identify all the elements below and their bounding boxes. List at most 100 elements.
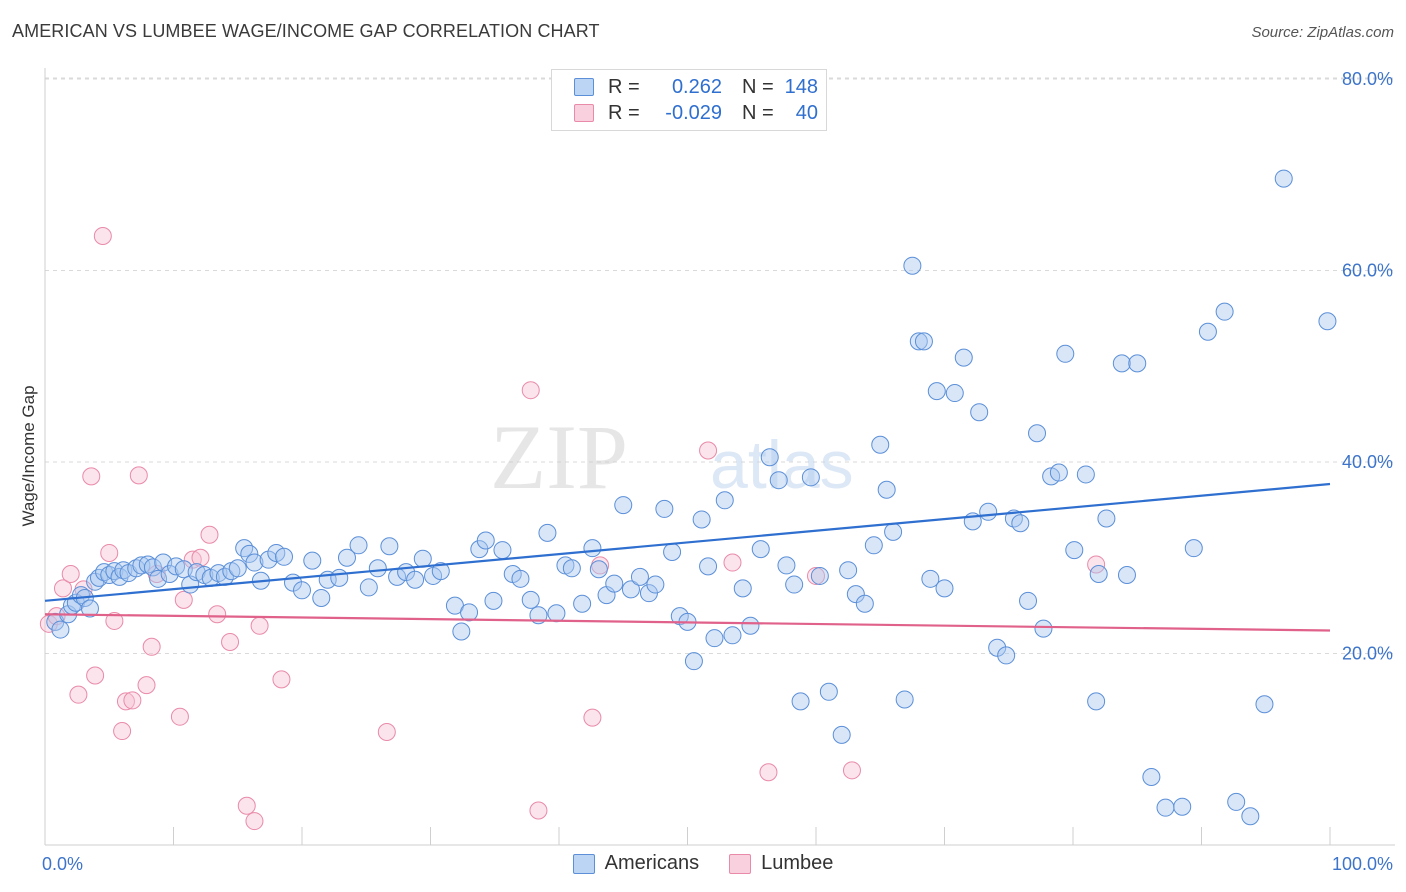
y-tick-label: 80.0% (1342, 69, 1393, 89)
american-point (1173, 797, 1192, 816)
american-point (368, 559, 387, 578)
american-point (605, 574, 624, 593)
lumbee-point (529, 801, 548, 820)
lumbee-point (53, 579, 72, 598)
lumbee-point (191, 548, 210, 567)
american-point (723, 626, 742, 645)
watermark-atlas: atlas (710, 427, 854, 503)
american-point (413, 549, 432, 568)
american-point (330, 568, 349, 587)
american-point (511, 569, 530, 588)
lumbee-point (137, 676, 156, 695)
american-point (259, 550, 278, 569)
lumbee-point (170, 707, 189, 726)
american-point (1255, 695, 1274, 714)
lumbee-point (759, 763, 778, 782)
american-point (801, 468, 820, 487)
american-point (630, 567, 649, 586)
american-point (51, 620, 70, 639)
american-point (819, 682, 838, 701)
american-point (589, 560, 608, 579)
american-point (1076, 465, 1095, 484)
legend-item-americans: Americans (572, 852, 700, 875)
american-points (46, 169, 1337, 826)
americans-swatch (572, 853, 595, 874)
american-point (359, 578, 378, 597)
american-point (791, 692, 810, 711)
lumbee-point (82, 467, 101, 486)
american-point (927, 382, 946, 401)
legend-label-americans: Americans (604, 852, 700, 874)
american-point (380, 537, 399, 556)
american-point (547, 604, 566, 623)
american-point (760, 448, 779, 467)
american-point (143, 558, 162, 577)
american-point (715, 491, 734, 510)
lumbee-point (123, 691, 142, 710)
american-point (1011, 514, 1030, 533)
american-point (275, 547, 294, 566)
lumbee-points (39, 227, 1106, 831)
american-point (149, 569, 168, 588)
lumbee-point (129, 466, 148, 485)
lumbee-point (842, 761, 861, 780)
axes (44, 68, 1395, 846)
american-point (1034, 619, 1053, 638)
american-point (303, 551, 322, 570)
lumbee-point (93, 227, 112, 246)
correlation-legend: R = 0.262 N = 148 R = -0.029 N = 40 (551, 69, 827, 131)
american-point (538, 523, 557, 542)
american-point (1117, 565, 1136, 584)
lumbee-point (200, 525, 219, 544)
american-point (132, 556, 151, 575)
lumbee-point (113, 722, 132, 741)
american-point (705, 629, 724, 648)
y-tick-label: 20.0% (1342, 644, 1393, 664)
american-point (1097, 509, 1116, 528)
american-point (877, 480, 896, 499)
r-value: 0.262 (671, 75, 722, 98)
american-point (1198, 322, 1217, 341)
american-point (1184, 539, 1203, 558)
lumbee-point (272, 670, 291, 689)
american-point (954, 348, 973, 367)
american-point (935, 579, 954, 598)
lumbee-point (583, 708, 602, 727)
american-point (1274, 169, 1293, 188)
american-point (1019, 591, 1038, 610)
american-point (583, 539, 602, 558)
american-point (655, 499, 674, 518)
y-tick-label: 40.0% (1342, 452, 1393, 472)
tick-labels: 20.0% 40.0% 60.0% 80.0% 0.0% 100.0% (42, 69, 1393, 874)
american-point (832, 725, 851, 744)
american-point (684, 652, 703, 671)
american-point (909, 332, 928, 351)
n-value: 148 (784, 75, 818, 98)
american-point (235, 539, 254, 558)
watermark-zip: ZIP (490, 406, 628, 508)
american-point (521, 590, 540, 609)
american-point (431, 562, 450, 581)
american-point (945, 384, 964, 403)
americans-trend-line (44, 482, 1331, 602)
american-point (484, 591, 503, 610)
lumbee-point (208, 605, 227, 624)
watermark: ZIP atlas (490, 406, 854, 508)
american-point (979, 502, 998, 521)
american-point (646, 575, 665, 594)
american-point (751, 540, 770, 559)
american-point (160, 565, 179, 584)
lumbee-point (142, 637, 161, 656)
american-point (1049, 463, 1068, 482)
american-point (884, 522, 903, 541)
y-axis-label: Wage/Income Gap (19, 385, 38, 526)
y-tick-label: 60.0% (1342, 261, 1393, 281)
american-point (785, 575, 804, 594)
american-point (692, 510, 711, 529)
american-point (895, 690, 914, 709)
american-point (562, 559, 581, 578)
r-value: -0.029 (665, 101, 722, 124)
american-point (1089, 565, 1108, 584)
lumbee-swatch (729, 853, 752, 874)
